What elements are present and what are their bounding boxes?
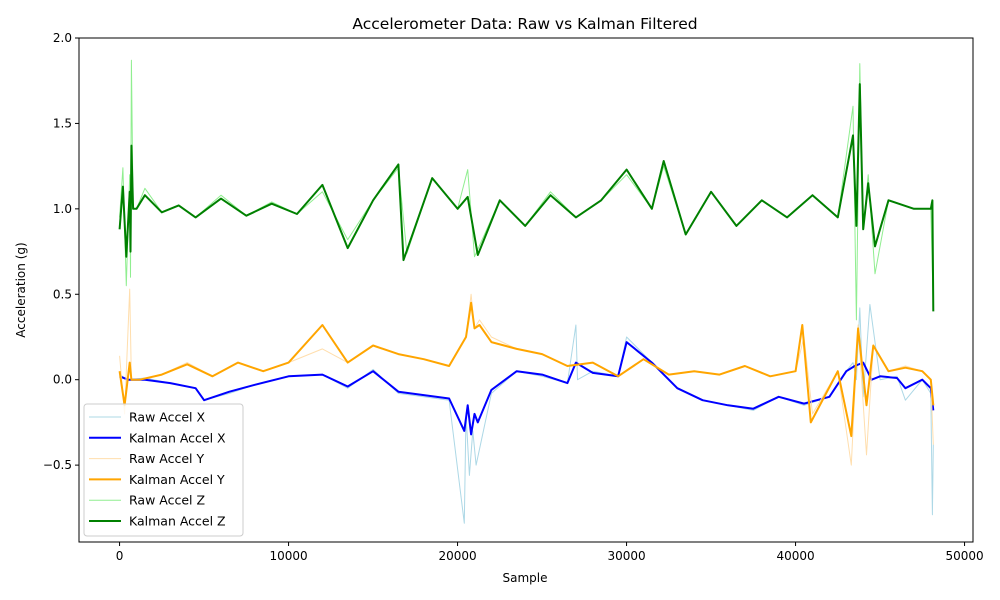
x-tick-label: 0	[116, 549, 124, 563]
y-tick-label: 1.5	[53, 116, 72, 130]
legend-box	[83, 403, 244, 537]
y-axis-label: Acceleration (g)	[14, 242, 28, 337]
series-layer	[118, 59, 935, 524]
series-line-raw-accel-z	[119, 59, 934, 321]
legend-label: Kalman Accel X	[129, 430, 226, 445]
series-line-kalman-accel-z	[118, 83, 935, 312]
x-tick-label: 40000	[776, 549, 814, 563]
x-tick-label: 30000	[607, 549, 645, 563]
x-tick-label: 20000	[438, 549, 476, 563]
y-tick-label: 2.0	[53, 31, 72, 45]
legend-label: Kalman Accel Z	[129, 514, 226, 529]
legend: Raw Accel X Kalman Accel X Raw Accel Y Kalm…	[83, 403, 244, 537]
legend-label: Raw Accel X	[129, 410, 205, 425]
y-tick-label: 0.0	[53, 373, 72, 387]
chart-title: Accelerometer Data: Raw vs Kalman Filter…	[352, 15, 697, 33]
legend-label: Raw Accel Z	[129, 493, 205, 508]
series-line-kalman-accel-x	[119, 341, 935, 436]
y-tick-label: 0.5	[53, 287, 72, 301]
plot-frame	[78, 37, 974, 543]
plot-area	[118, 59, 935, 524]
y-tick-label: 1.0	[53, 202, 72, 216]
legend-label: Kalman Accel Y	[129, 472, 225, 487]
x-axis-label: Sample	[503, 571, 548, 585]
y-axis: −0.5 0.0 0.5 1.0 1.5 2.0	[43, 31, 79, 472]
x-tick-label: 10000	[269, 549, 307, 563]
legend-label: Raw Accel Y	[129, 451, 204, 466]
x-tick-label: 50000	[945, 549, 983, 563]
x-axis: 0 10000 20000 30000 40000 50000	[116, 542, 984, 563]
y-tick-label: −0.5	[43, 458, 72, 472]
series-line-kalman-accel-y	[118, 301, 935, 438]
